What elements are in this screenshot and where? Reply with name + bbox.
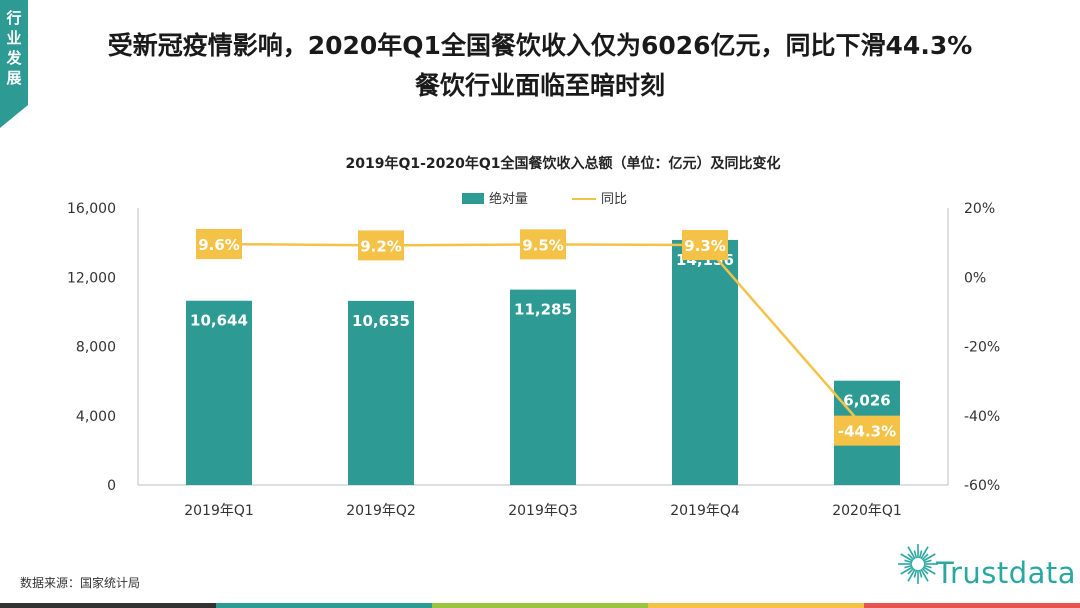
line-value-label: 9.6% (198, 236, 240, 254)
y-left-tick-label: 8,000 (76, 340, 116, 356)
line-label-box (520, 229, 566, 260)
burst-ray (907, 568, 916, 582)
x-tick-label: 2019年Q4 (670, 503, 740, 519)
burst-ray (920, 568, 929, 582)
bar-value-label: 10,644 (190, 312, 248, 330)
y-right-tick-label: 0% (964, 270, 986, 286)
bar-value-label: 11,285 (514, 301, 572, 319)
burst-ray (913, 569, 918, 578)
burst-ray (907, 553, 915, 561)
bar (348, 300, 414, 485)
bar-value-label: 10,635 (352, 312, 410, 330)
x-tick-label: 2019年Q2 (346, 503, 416, 519)
burst-ray (922, 553, 936, 562)
burst-ray (907, 546, 916, 560)
burst-ray (904, 559, 913, 564)
bottom-color-strip (0, 603, 1080, 608)
bar (510, 289, 576, 485)
bar-value-label: 6,026 (843, 392, 890, 410)
logo-text: Trustdata (936, 556, 1077, 590)
strip-segment-5 (864, 603, 1080, 608)
burst-ray (900, 553, 914, 562)
burst-ray (913, 550, 918, 559)
y-right-tick-label: -20% (964, 340, 1000, 356)
x-tick-label: 2019年Q1 (184, 503, 254, 519)
y-right-tick-label: -40% (964, 409, 1000, 425)
headline-line-1: 受新冠疫情影响，2020年Q1全国餐饮收入仅为6026亿元，同比下滑44.3% (107, 31, 973, 60)
y-left-tick-label: 12,000 (67, 270, 116, 286)
strip-segment-4 (648, 603, 864, 608)
line-value-label: -44.3% (838, 423, 896, 441)
burst-ray (907, 567, 915, 575)
burst-ray (918, 550, 923, 559)
line-label-box (196, 229, 242, 260)
burst-ray (921, 553, 929, 561)
burst-ray (922, 566, 936, 575)
strip-segment-1 (0, 603, 216, 608)
burst-ray (920, 546, 929, 560)
y-right-tick-label: -60% (964, 478, 1000, 494)
x-tick-label: 2020年Q1 (832, 503, 902, 519)
y-left-tick-label: 4,000 (76, 409, 116, 425)
data-source: 数据来源：国家统计局 (20, 576, 141, 590)
strip-segment-3 (432, 603, 648, 608)
burst-logo-icon (898, 544, 938, 584)
legend-label-bars: 绝对量 (489, 191, 528, 207)
bar (672, 239, 738, 485)
side-tab: 行业发展 (0, 0, 28, 128)
legend-swatch-bars (462, 193, 484, 204)
y-left-tick-label: 16,000 (67, 201, 116, 217)
x-tick-label: 2019年Q3 (508, 503, 578, 519)
burst-ray (918, 569, 923, 578)
strip-segment-2 (216, 603, 432, 608)
burst-ray (923, 559, 932, 564)
line-value-label: 9.5% (522, 236, 564, 254)
headline-line-2: 餐饮行业面临至暗时刻 (414, 71, 665, 100)
line-label-box (682, 230, 728, 261)
line-value-label: 9.3% (684, 237, 726, 255)
y-right-tick-label: 20% (964, 201, 995, 217)
line-value-label: 9.2% (360, 237, 402, 255)
burst-ray (900, 566, 914, 575)
burst-ray (904, 564, 913, 569)
side-tab-label: 行业发展 (6, 9, 22, 87)
line-label-box (834, 415, 900, 446)
burst-ray (923, 564, 932, 569)
chart-title: 2019年Q1-2020年Q1全国餐饮收入总额（单位：亿元）及同比变化 (345, 155, 780, 172)
burst-ray (921, 567, 929, 575)
legend-label-line: 同比 (601, 192, 627, 207)
y-left-tick-label: 0 (107, 478, 116, 494)
trustdata-logo: Trustdata (894, 534, 1077, 594)
bar (186, 300, 252, 485)
line-label-box (358, 230, 404, 261)
